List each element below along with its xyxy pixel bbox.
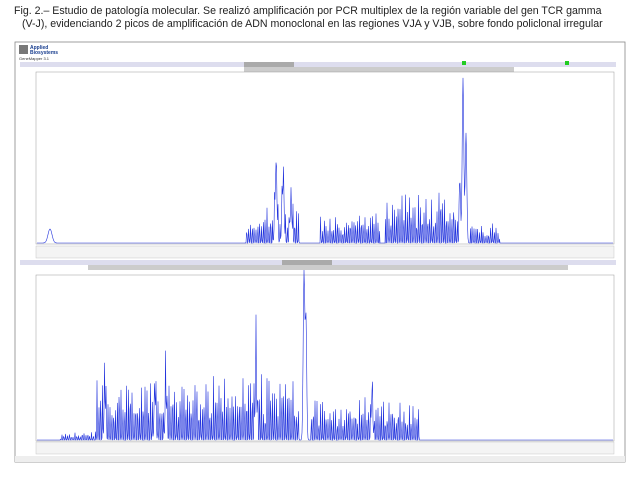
marker	[462, 61, 466, 65]
bin	[244, 62, 294, 67]
trace	[37, 269, 613, 442]
panel-header	[20, 62, 616, 67]
bin-bar	[244, 67, 514, 72]
product-text: GeneMapper 3.1	[19, 56, 50, 61]
logo-text: Applied	[30, 45, 48, 51]
trace	[37, 77, 613, 245]
logo-mark	[19, 45, 28, 54]
bin-bar	[88, 265, 568, 270]
marker	[565, 61, 569, 65]
plot-area	[35, 71, 615, 245]
status-bar	[15, 456, 625, 462]
plot-area	[35, 274, 615, 442]
allele-labels	[35, 245, 615, 259]
caption-line: (V-J), evidenciando 2 picos de amplifica…	[22, 18, 603, 30]
allele-labels	[35, 441, 615, 455]
caption-line: Fig. 2.– Estudio de patología molecular.…	[14, 5, 602, 17]
logo-text: Biosystems	[30, 50, 58, 56]
bin	[282, 260, 332, 265]
